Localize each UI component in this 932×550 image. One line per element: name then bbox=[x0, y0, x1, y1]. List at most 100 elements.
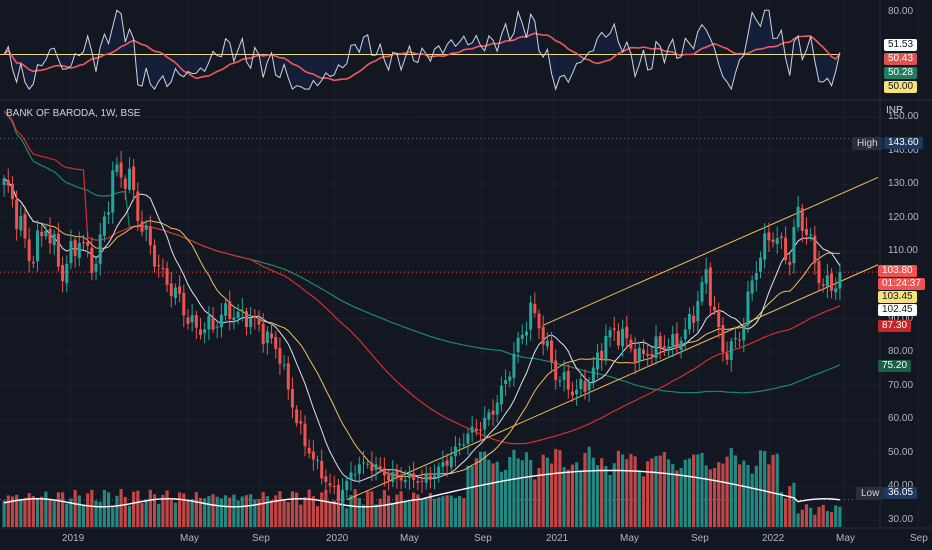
candle-body bbox=[2, 178, 6, 186]
high-marker-label: High bbox=[852, 137, 883, 150]
rsi-ma-line bbox=[3, 32, 841, 82]
candle-body bbox=[763, 233, 767, 260]
candle-body bbox=[107, 212, 111, 215]
volume-bar bbox=[478, 451, 483, 527]
ma-green-line bbox=[3, 110, 841, 394]
volume-bar bbox=[119, 489, 123, 527]
candle-body bbox=[52, 234, 56, 246]
price-tick-label: 90.00 bbox=[888, 312, 914, 324]
currency-label: INR bbox=[886, 105, 904, 116]
candle-body bbox=[453, 446, 457, 457]
candle-body bbox=[637, 347, 641, 362]
candle-body bbox=[692, 315, 696, 323]
volume-bar bbox=[299, 504, 303, 527]
candle-body bbox=[512, 353, 516, 378]
volume-bar bbox=[462, 498, 466, 527]
volume-bar bbox=[712, 467, 717, 527]
volume-bar bbox=[591, 457, 595, 527]
volume-bar bbox=[182, 493, 186, 527]
candle-body bbox=[499, 385, 503, 405]
volume-bar bbox=[650, 458, 654, 527]
candle-body bbox=[387, 474, 391, 481]
volume-bar bbox=[90, 489, 94, 527]
candle-body bbox=[821, 284, 825, 286]
candle-body bbox=[73, 239, 77, 256]
candle-body bbox=[249, 318, 253, 328]
candle-body bbox=[69, 240, 73, 264]
candle-body bbox=[738, 339, 742, 341]
countdown-label: 01:24:37 bbox=[878, 278, 925, 290]
volume-bar bbox=[733, 455, 738, 527]
volume-bar bbox=[223, 495, 228, 527]
volume-bar bbox=[458, 496, 462, 527]
volume-bar bbox=[738, 464, 742, 527]
candle-body bbox=[77, 243, 81, 258]
volume-bar bbox=[211, 494, 215, 527]
candle-body bbox=[721, 325, 725, 352]
volume-bar bbox=[796, 513, 800, 527]
candle-body bbox=[44, 230, 48, 237]
candle-body bbox=[570, 391, 574, 396]
candle-body bbox=[40, 231, 44, 237]
candle-body bbox=[316, 459, 320, 461]
volume-bar bbox=[232, 494, 236, 527]
volume-bar bbox=[483, 451, 487, 527]
volume-bar bbox=[236, 500, 240, 527]
volume-bar bbox=[549, 463, 554, 527]
candle-body bbox=[119, 162, 123, 178]
candle-body bbox=[529, 302, 533, 330]
volume-bar bbox=[721, 463, 725, 527]
ma-white-label: 102.45 bbox=[878, 304, 917, 316]
candle-body bbox=[270, 333, 274, 339]
volume-bar bbox=[783, 498, 788, 527]
volume-bar bbox=[152, 494, 157, 527]
candle-body bbox=[173, 287, 177, 298]
volume-bar bbox=[729, 448, 733, 527]
candle-body bbox=[508, 376, 512, 381]
volume-bar bbox=[290, 491, 295, 527]
candle-body bbox=[412, 473, 416, 481]
candle-body bbox=[671, 334, 675, 346]
candle-body bbox=[437, 466, 441, 478]
candle-body bbox=[224, 303, 228, 316]
price-tick-label: 60.00 bbox=[888, 413, 914, 425]
candle-body bbox=[403, 479, 407, 482]
candle-body bbox=[336, 484, 340, 500]
candle-body bbox=[307, 447, 311, 454]
candle-body bbox=[345, 480, 349, 490]
volume-bar bbox=[86, 493, 90, 527]
volume-bar bbox=[562, 467, 566, 527]
volume-bar bbox=[278, 491, 282, 527]
candle-body bbox=[194, 315, 198, 328]
candle-body bbox=[754, 273, 758, 280]
volume-bar bbox=[771, 454, 775, 527]
volume-bar bbox=[629, 454, 633, 527]
candle-body bbox=[558, 380, 562, 382]
volume-bar bbox=[821, 504, 825, 527]
volume-bar bbox=[662, 452, 666, 527]
candle-body bbox=[115, 164, 119, 172]
time-tick-label: Sep bbox=[691, 533, 709, 544]
candle-body bbox=[353, 474, 357, 476]
candle-body bbox=[804, 228, 808, 235]
volume-bar bbox=[453, 498, 458, 527]
candle-body bbox=[10, 183, 14, 200]
volume-bar bbox=[775, 453, 779, 527]
volume-bar bbox=[516, 458, 520, 527]
candle-body bbox=[537, 313, 541, 329]
volume-bar bbox=[692, 454, 696, 527]
candle-body bbox=[81, 241, 85, 243]
candle-body bbox=[349, 472, 353, 480]
volume-bar bbox=[386, 495, 391, 527]
rsi-line bbox=[3, 9, 841, 91]
volume-bar bbox=[140, 503, 144, 527]
volume-bar bbox=[207, 496, 211, 527]
candle-body bbox=[445, 460, 449, 466]
volume-ma-line bbox=[3, 469, 840, 508]
candle-body bbox=[495, 402, 499, 415]
volume-bar bbox=[654, 456, 658, 527]
volume-bar bbox=[307, 489, 311, 527]
volume-bar bbox=[671, 464, 675, 527]
volume-bar bbox=[558, 450, 562, 527]
